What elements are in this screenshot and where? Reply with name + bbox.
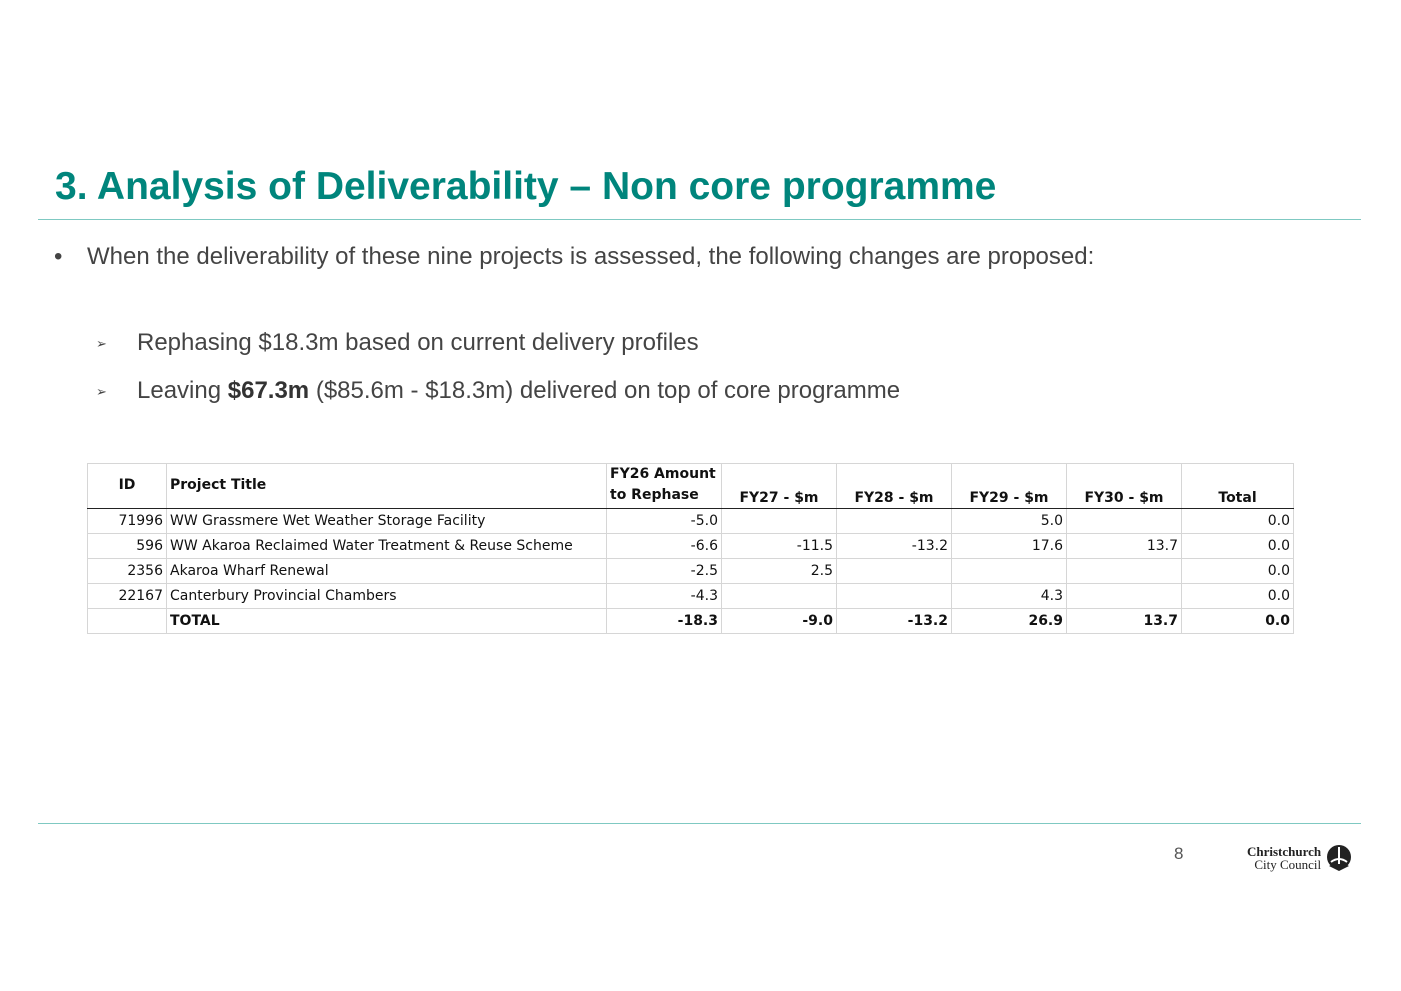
col-header-fy26: FY26 Amount to Rephase (606, 463, 722, 509)
cell-fy29: 17.6 (951, 533, 1067, 559)
arrow-bullet-icon: ➢ (96, 384, 107, 399)
col-header-total: Total (1181, 463, 1294, 509)
cell-title: TOTAL (166, 608, 607, 634)
cell-total: 0.0 (1181, 558, 1294, 584)
sub-bullet-leaving: ➢ Leaving $67.3m ($85.6m - $18.3m) deliv… (96, 375, 900, 407)
cell-fy26: -18.3 (606, 608, 722, 634)
rephase-table: ID Project Title FY26 Amount to Rephase F… (87, 463, 1294, 634)
cell-id (87, 608, 167, 634)
table-row: 22167 Canterbury Provincial Chambers -4.… (87, 583, 1294, 609)
cell-fy28 (836, 583, 952, 609)
main-bullet-text: When the deliverability of these nine pr… (87, 243, 1095, 270)
cell-id: 596 (87, 533, 167, 559)
cell-fy27 (721, 508, 837, 534)
cell-fy28 (836, 558, 952, 584)
cell-fy26: -2.5 (606, 558, 722, 584)
cell-fy30: 13.7 (1066, 533, 1182, 559)
council-emblem-icon (1327, 845, 1352, 871)
sub-bullet-text: Rephasing $18.3m based on current delive… (137, 329, 699, 356)
sub-bullet-suffix: ($85.6m - $18.3m) delivered on top of co… (309, 377, 901, 404)
cell-fy30 (1066, 583, 1182, 609)
table-header-row: ID Project Title FY26 Amount to Rephase F… (87, 463, 1294, 509)
cell-fy30 (1066, 558, 1182, 584)
footer-divider (38, 823, 1361, 824)
bullet-marker: • (54, 243, 63, 270)
arrow-bullet-icon: ➢ (96, 336, 107, 351)
cell-id: 71996 (87, 508, 167, 534)
cell-total: 0.0 (1181, 508, 1294, 534)
cell-total: 0.0 (1181, 583, 1294, 609)
logo-line1: Christchurch (1247, 844, 1322, 859)
cell-id: 22167 (87, 583, 167, 609)
cell-title: WW Grassmere Wet Weather Storage Facilit… (166, 508, 607, 534)
council-logo: Christchurch City Council (1247, 844, 1353, 872)
slide-title: 3. Analysis of Deliverability – Non core… (55, 165, 997, 208)
col-header-id: ID (87, 463, 167, 509)
cell-fy26: -4.3 (606, 583, 722, 609)
cell-total: 0.0 (1181, 533, 1294, 559)
cell-fy30 (1066, 508, 1182, 534)
cell-fy29 (951, 558, 1067, 584)
cell-fy27: -11.5 (721, 533, 837, 559)
logo-line2: City Council (1254, 857, 1322, 872)
table-row: 71996 WW Grassmere Wet Weather Storage F… (87, 508, 1294, 534)
col-header-fy29: FY29 - $m (951, 463, 1067, 509)
table-row: 596 WW Akaroa Reclaimed Water Treatment … (87, 533, 1294, 559)
cell-title: Canterbury Provincial Chambers (166, 583, 607, 609)
cell-fy27 (721, 583, 837, 609)
title-divider (38, 219, 1361, 220)
col-header-fy30: FY30 - $m (1066, 463, 1182, 509)
cell-fy29: 26.9 (951, 608, 1067, 634)
col-header-fy28: FY28 - $m (836, 463, 952, 509)
cell-total: 0.0 (1181, 608, 1294, 634)
main-bullet: • When the deliverability of these nine … (54, 241, 1134, 273)
cell-fy26: -5.0 (606, 508, 722, 534)
sub-bullet-text: Leaving $67.3m ($85.6m - $18.3m) deliver… (137, 377, 900, 404)
sub-bullet-rephasing: ➢ Rephasing $18.3m based on current deli… (96, 327, 699, 359)
col-header-fy27: FY27 - $m (721, 463, 837, 509)
cell-fy26: -6.6 (606, 533, 722, 559)
cell-title: WW Akaroa Reclaimed Water Treatment & Re… (166, 533, 607, 559)
cell-fy28: -13.2 (836, 533, 952, 559)
cell-title: Akaroa Wharf Renewal (166, 558, 607, 584)
table-total-row: TOTAL -18.3 -9.0 -13.2 26.9 13.7 0.0 (87, 608, 1294, 634)
cell-fy27: 2.5 (721, 558, 837, 584)
col-header-title: Project Title (166, 463, 607, 509)
page-number: 8 (1174, 844, 1184, 863)
fy26-header-line2: to Rephase (610, 487, 699, 503)
highlight-amount: $67.3m (227, 377, 310, 404)
cell-fy27: -9.0 (721, 608, 837, 634)
cell-fy28 (836, 508, 952, 534)
cell-id: 2356 (87, 558, 167, 584)
fy26-header-line1: FY26 Amount (610, 466, 716, 482)
cell-fy29: 5.0 (951, 508, 1067, 534)
cell-fy30: 13.7 (1066, 608, 1182, 634)
sub-bullet-prefix: Leaving (137, 377, 228, 404)
cell-fy29: 4.3 (951, 583, 1067, 609)
table-row: 2356 Akaroa Wharf Renewal -2.5 2.5 0.0 (87, 558, 1294, 584)
logo-wordmark: Christchurch City Council (1247, 845, 1321, 871)
cell-fy28: -13.2 (836, 608, 952, 634)
